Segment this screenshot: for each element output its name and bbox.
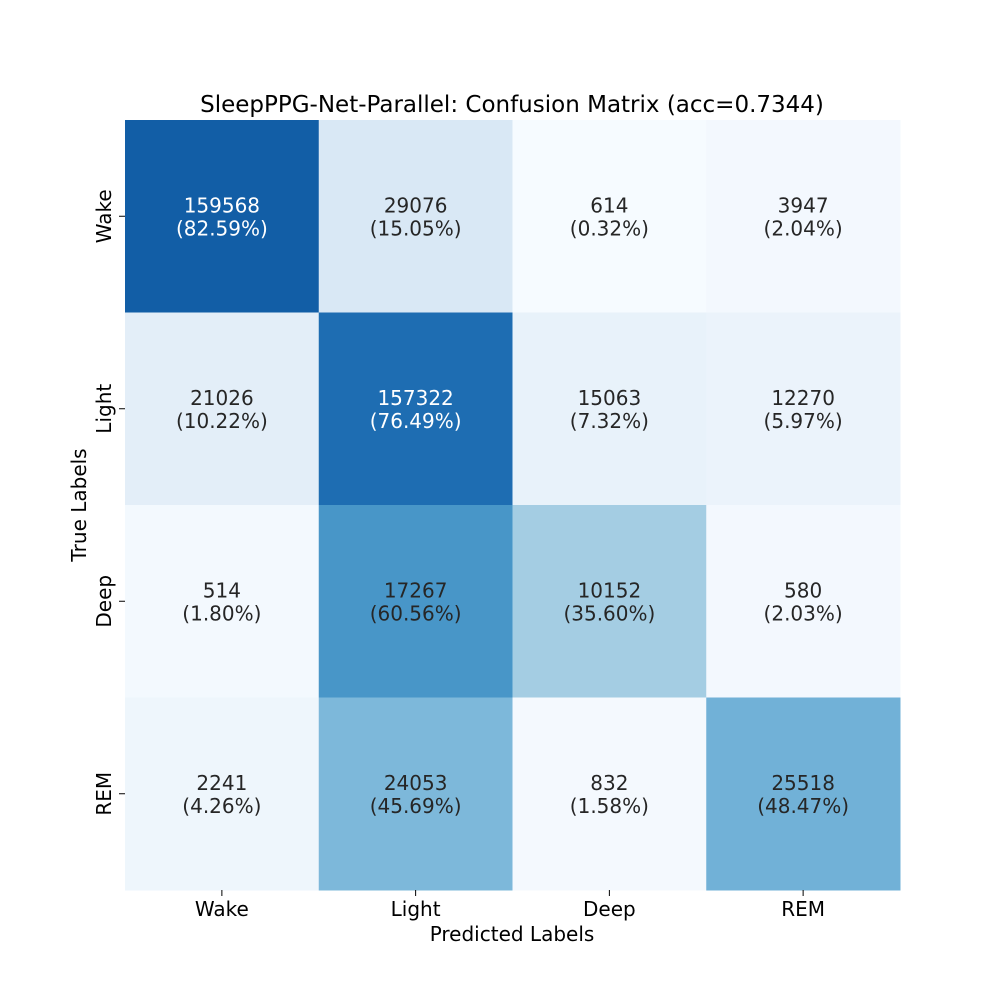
heatmap-cell (318, 697, 513, 891)
heatmap-cell (706, 697, 901, 891)
y-tick-label: REM (92, 772, 116, 816)
cell-count-label: 580 (784, 578, 822, 602)
cell-count-label: 29076 (384, 193, 448, 217)
x-tick-label: Deep (583, 897, 636, 921)
cell-count-label: 10152 (578, 578, 642, 602)
heatmap-cell (318, 505, 513, 698)
cell-percent-label: (35.60%) (563, 601, 655, 625)
cell-percent-label: (2.03%) (764, 601, 843, 625)
cell-percent-label: (15.05%) (370, 216, 462, 240)
cell-count-label: 15063 (578, 386, 642, 410)
heatmap-cell (125, 697, 320, 891)
cell-percent-label: (1.80%) (182, 601, 261, 625)
cell-count-label: 832 (590, 771, 628, 795)
x-tick-label: REM (781, 897, 825, 921)
heatmap-cell (512, 505, 707, 698)
cell-percent-label: (10.22%) (176, 409, 268, 433)
heatmap-cell (125, 312, 320, 506)
heatmap-cell (125, 120, 320, 313)
cell-count-label: 21026 (190, 386, 254, 410)
y-tick-label: Light (92, 384, 116, 434)
y-axis-ticks: Wake Light Deep REM (92, 189, 125, 816)
cell-count-label: 12270 (771, 386, 835, 410)
cell-count-label: 25518 (771, 771, 835, 795)
cell-count-label: 614 (590, 193, 628, 217)
heatmap-annotations: 159568(82.59%) 29076(15.05%) 614(0.32%) 394… (176, 193, 849, 818)
cell-count-label: 24053 (384, 771, 448, 795)
cell-count-label: 159568 (184, 193, 260, 217)
cell-percent-label: (76.49%) (370, 409, 462, 433)
y-axis-label: True Labels (67, 448, 91, 562)
cell-percent-label: (45.69%) (370, 794, 462, 818)
cell-count-label: 2241 (196, 771, 247, 795)
y-tick-label: Wake (92, 189, 116, 243)
cell-percent-label: (48.47%) (757, 794, 849, 818)
chart-title: SleepPPG-Net-Parallel: Confusion Matrix … (200, 92, 824, 118)
x-axis-label: Predicted Labels (430, 922, 595, 946)
cell-count-label: 3947 (778, 193, 829, 217)
cell-percent-label: (2.04%) (764, 216, 843, 240)
heatmap-cell (318, 312, 513, 506)
heatmap-cell (318, 120, 513, 313)
heatmap-cell (706, 120, 901, 313)
heatmap-cell (706, 505, 901, 698)
cell-percent-label: (60.56%) (370, 601, 462, 625)
cell-percent-label: (82.59%) (176, 216, 268, 240)
heatmap-cell (512, 697, 707, 891)
heatmap-cell (512, 120, 707, 313)
cell-percent-label: (0.32%) (570, 216, 649, 240)
heatmap-cells (125, 120, 901, 891)
cell-count-label: 514 (203, 578, 241, 602)
heatmap-cell (512, 312, 707, 506)
x-tick-label: Wake (195, 897, 249, 921)
x-axis-ticks: Wake Light Deep REM (195, 890, 825, 921)
heatmap-cell (125, 505, 320, 698)
cell-percent-label: (1.58%) (570, 794, 649, 818)
cell-count-label: 17267 (384, 578, 448, 602)
cell-percent-label: (7.32%) (570, 409, 649, 433)
x-tick-label: Light (391, 897, 441, 921)
cell-count-label: 157322 (377, 386, 453, 410)
cell-percent-label: (5.97%) (764, 409, 843, 433)
y-tick-label: Deep (92, 575, 116, 628)
cell-percent-label: (4.26%) (182, 794, 261, 818)
heatmap-cell (706, 312, 901, 506)
